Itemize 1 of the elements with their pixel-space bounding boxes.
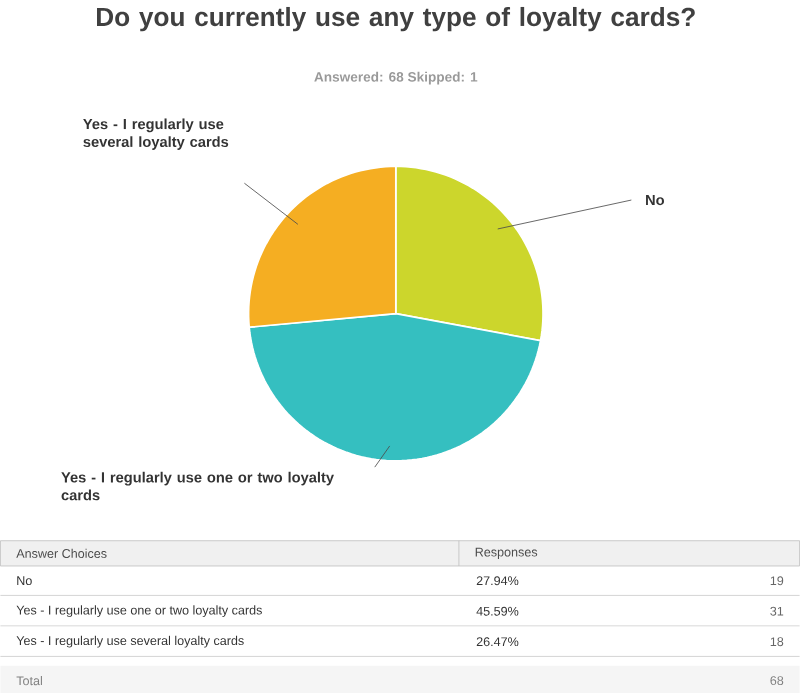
chart-title: Do you currently use any type of loyalty cards? [97,7,695,32]
